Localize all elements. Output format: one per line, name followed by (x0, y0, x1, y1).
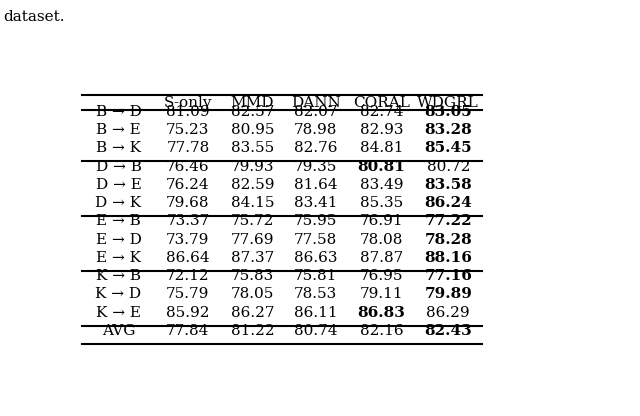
Text: 78.53: 78.53 (294, 287, 337, 302)
Text: 82.76: 82.76 (294, 141, 337, 156)
Text: 82.16: 82.16 (360, 324, 403, 338)
Text: 83.05: 83.05 (424, 105, 472, 119)
Text: 84.81: 84.81 (360, 141, 403, 156)
Text: 80.81: 80.81 (357, 160, 405, 173)
Text: CORAL: CORAL (353, 96, 410, 110)
Text: 81.22: 81.22 (230, 324, 274, 338)
Text: 83.41: 83.41 (294, 196, 337, 210)
Text: 78.28: 78.28 (424, 233, 472, 247)
Text: 85.92: 85.92 (166, 306, 210, 320)
Text: 87.87: 87.87 (360, 251, 403, 265)
Text: 81.64: 81.64 (294, 178, 337, 192)
Text: 77.69: 77.69 (230, 233, 274, 247)
Text: 80.74: 80.74 (294, 324, 337, 338)
Text: 82.74: 82.74 (360, 105, 403, 119)
Text: 81.09: 81.09 (166, 105, 210, 119)
Text: 82.57: 82.57 (230, 105, 274, 119)
Text: E → K: E → K (96, 251, 141, 265)
Text: AVG: AVG (102, 324, 135, 338)
Text: 73.37: 73.37 (166, 214, 209, 228)
Text: 78.05: 78.05 (230, 287, 274, 302)
Text: 85.45: 85.45 (424, 141, 472, 156)
Text: 86.83: 86.83 (357, 306, 405, 320)
Text: MMD: MMD (230, 96, 274, 110)
Text: 75.95: 75.95 (294, 214, 337, 228)
Text: 87.37: 87.37 (231, 251, 274, 265)
Text: 83.55: 83.55 (231, 141, 274, 156)
Text: 79.89: 79.89 (424, 287, 472, 302)
Text: DANN: DANN (291, 96, 340, 110)
Text: 88.16: 88.16 (424, 251, 472, 265)
Text: 79.35: 79.35 (294, 160, 337, 173)
Text: 86.27: 86.27 (230, 306, 274, 320)
Text: D → B: D → B (95, 160, 141, 173)
Text: 82.93: 82.93 (360, 123, 403, 137)
Text: 75.23: 75.23 (166, 123, 209, 137)
Text: 75.72: 75.72 (230, 214, 274, 228)
Text: S-only: S-only (164, 96, 212, 110)
Text: 76.24: 76.24 (166, 178, 210, 192)
Text: D → E: D → E (95, 178, 141, 192)
Text: 72.12: 72.12 (166, 269, 210, 283)
Text: 75.81: 75.81 (294, 269, 337, 283)
Text: 79.11: 79.11 (360, 287, 403, 302)
Text: 76.95: 76.95 (360, 269, 403, 283)
Text: 77.78: 77.78 (166, 141, 209, 156)
Text: dataset.: dataset. (3, 10, 65, 25)
Text: 79.68: 79.68 (166, 196, 210, 210)
Text: 80.72: 80.72 (426, 160, 470, 173)
Text: 82.07: 82.07 (294, 105, 337, 119)
Text: WDGRL: WDGRL (417, 96, 479, 110)
Text: K → E: K → E (96, 306, 141, 320)
Text: 77.16: 77.16 (424, 269, 472, 283)
Text: 79.93: 79.93 (230, 160, 274, 173)
Text: E → D: E → D (95, 233, 141, 247)
Text: 83.49: 83.49 (360, 178, 403, 192)
Text: 77.22: 77.22 (424, 214, 472, 228)
Text: B → D: B → D (95, 105, 141, 119)
Text: K → B: K → B (96, 269, 141, 283)
Text: 78.08: 78.08 (360, 233, 403, 247)
Text: 76.91: 76.91 (360, 214, 403, 228)
Text: 80.95: 80.95 (230, 123, 274, 137)
Text: 86.63: 86.63 (294, 251, 337, 265)
Text: B → E: B → E (96, 123, 141, 137)
Text: 86.64: 86.64 (166, 251, 210, 265)
Text: 86.29: 86.29 (426, 306, 470, 320)
Text: 84.15: 84.15 (230, 196, 274, 210)
Text: E → B: E → B (96, 214, 141, 228)
Text: 75.79: 75.79 (166, 287, 209, 302)
Text: 75.83: 75.83 (231, 269, 274, 283)
Text: 83.58: 83.58 (424, 178, 472, 192)
Text: 77.84: 77.84 (166, 324, 209, 338)
Text: 85.35: 85.35 (360, 196, 403, 210)
Text: 86.24: 86.24 (424, 196, 472, 210)
Text: 78.98: 78.98 (294, 123, 337, 137)
Text: 86.11: 86.11 (294, 306, 337, 320)
Text: 82.43: 82.43 (424, 324, 472, 338)
Text: 83.28: 83.28 (424, 123, 472, 137)
Text: 73.79: 73.79 (166, 233, 209, 247)
Text: 77.58: 77.58 (294, 233, 337, 247)
Text: K → D: K → D (95, 287, 141, 302)
Text: 82.59: 82.59 (230, 178, 274, 192)
Text: B → K: B → K (96, 141, 141, 156)
Text: 76.46: 76.46 (166, 160, 210, 173)
Text: D → K: D → K (95, 196, 141, 210)
